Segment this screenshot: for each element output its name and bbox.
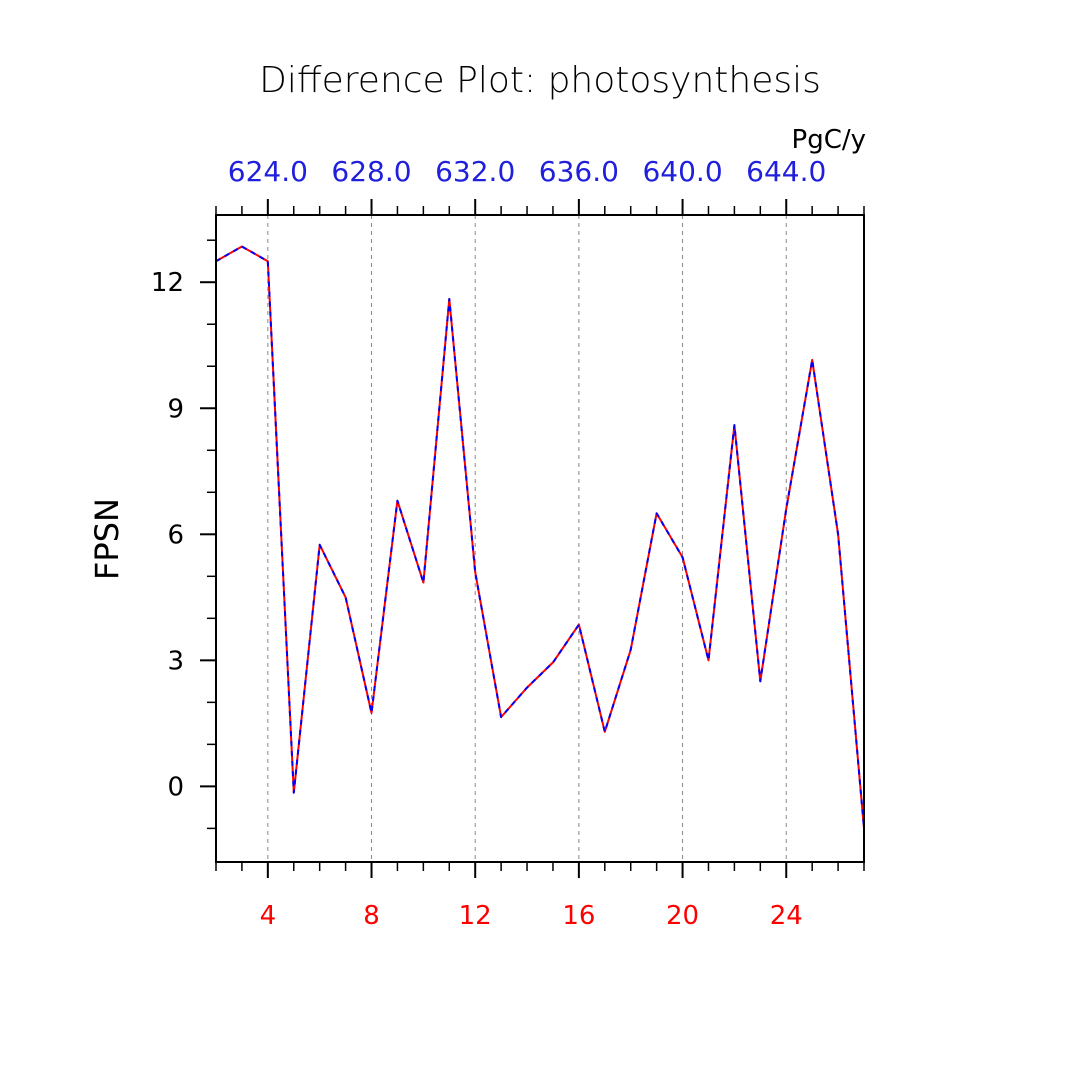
series-line	[215, 245, 865, 829]
series-lines	[215, 245, 865, 829]
x-tick-labels: 4 8 12 16 20 24	[260, 901, 803, 931]
x-tick-label: 24	[770, 901, 803, 931]
y-tick-label: 9	[167, 394, 184, 424]
x-tick-label: 20	[666, 901, 699, 931]
y-axis-label: FPSN	[88, 498, 126, 580]
top-tick-label: 632.0	[435, 155, 515, 188]
y-tick-label: 12	[151, 268, 184, 298]
units-label: PgC/y	[792, 125, 866, 155]
y-tick-label: 6	[167, 520, 184, 550]
top-tick-label: 636.0	[539, 155, 619, 188]
x-tick-label: 12	[459, 901, 492, 931]
x-tick-label: 16	[562, 901, 595, 931]
top-tick-label: 644.0	[746, 155, 826, 188]
y-tick-labels: 0 3 6 9 12	[151, 268, 184, 802]
top-tick-label: 628.0	[331, 155, 411, 188]
plot-frame	[215, 214, 865, 863]
x-tick-label: 8	[363, 901, 380, 931]
top-tick-label: 640.0	[642, 155, 722, 188]
series-line	[215, 245, 865, 829]
major-ticks	[200, 199, 788, 878]
chart-title: Difference Plot: photosynthesis	[259, 60, 821, 101]
top-tick-label: 624.0	[228, 155, 308, 188]
y-tick-label: 3	[167, 646, 184, 676]
top-axis-tick-labels: 624.0 628.0 632.0 636.0 640.0 644.0	[228, 155, 827, 188]
grid-lines	[267, 215, 787, 862]
x-tick-label: 4	[260, 901, 277, 931]
minor-ticks	[207, 206, 865, 871]
y-tick-label: 0	[167, 772, 184, 802]
